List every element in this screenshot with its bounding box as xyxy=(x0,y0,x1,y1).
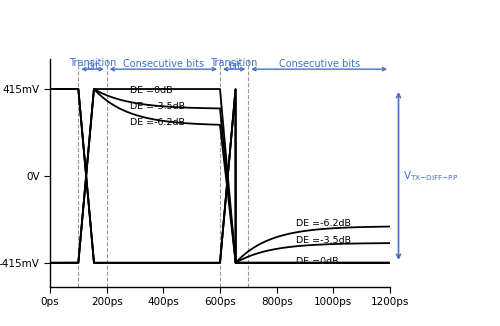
Text: DE =0dB: DE =0dB xyxy=(296,257,339,266)
Text: Transition: Transition xyxy=(210,58,258,68)
Text: Consecutive bits: Consecutive bits xyxy=(278,59,359,69)
Text: Consecutive bits: Consecutive bits xyxy=(123,59,204,69)
Text: bit: bit xyxy=(228,61,240,71)
Text: DE =-6.2dB: DE =-6.2dB xyxy=(296,219,352,228)
Text: DE =-3.5dB: DE =-3.5dB xyxy=(130,102,185,111)
Text: V$_{\rm TX\mathsf{-}DIFF\mathsf{-}PP}$: V$_{\rm TX\mathsf{-}DIFF\mathsf{-}PP}$ xyxy=(403,169,458,183)
Text: bit: bit xyxy=(86,61,99,71)
Text: DE =-3.5dB: DE =-3.5dB xyxy=(296,236,352,245)
Text: Transition: Transition xyxy=(69,58,116,68)
Text: DE =-6.2dB: DE =-6.2dB xyxy=(130,118,185,127)
Text: DE =0dB: DE =0dB xyxy=(130,86,172,95)
